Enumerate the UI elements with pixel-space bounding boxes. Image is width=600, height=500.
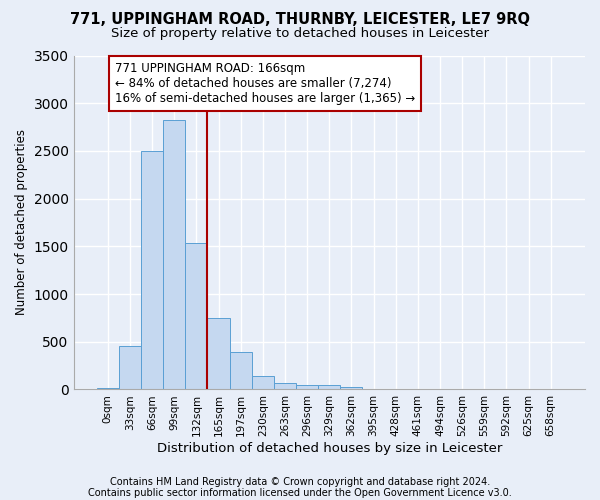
Text: Size of property relative to detached houses in Leicester: Size of property relative to detached ho… [111, 28, 489, 40]
Bar [141, 151, 163, 390]
Bar [296, 384, 318, 390]
Bar [340, 386, 362, 390]
Bar [252, 376, 274, 390]
Y-axis label: Number of detached properties: Number of detached properties [15, 130, 28, 316]
Text: 771, UPPINGHAM ROAD, THURNBY, LEICESTER, LE7 9RQ: 771, UPPINGHAM ROAD, THURNBY, LEICESTER,… [70, 12, 530, 28]
Text: 771 UPPINGHAM ROAD: 166sqm
← 84% of detached houses are smaller (7,274)
16% of s: 771 UPPINGHAM ROAD: 166sqm ← 84% of deta… [115, 62, 415, 105]
X-axis label: Distribution of detached houses by size in Leicester: Distribution of detached houses by size … [157, 442, 502, 455]
Bar [163, 120, 185, 390]
Bar [230, 352, 252, 390]
Bar [208, 318, 230, 390]
Text: Contains public sector information licensed under the Open Government Licence v3: Contains public sector information licen… [88, 488, 512, 498]
Bar [97, 388, 119, 390]
Bar [274, 384, 296, 390]
Bar [119, 346, 141, 390]
Text: Contains HM Land Registry data © Crown copyright and database right 2024.: Contains HM Land Registry data © Crown c… [110, 477, 490, 487]
Bar [185, 244, 208, 390]
Bar [318, 384, 340, 390]
